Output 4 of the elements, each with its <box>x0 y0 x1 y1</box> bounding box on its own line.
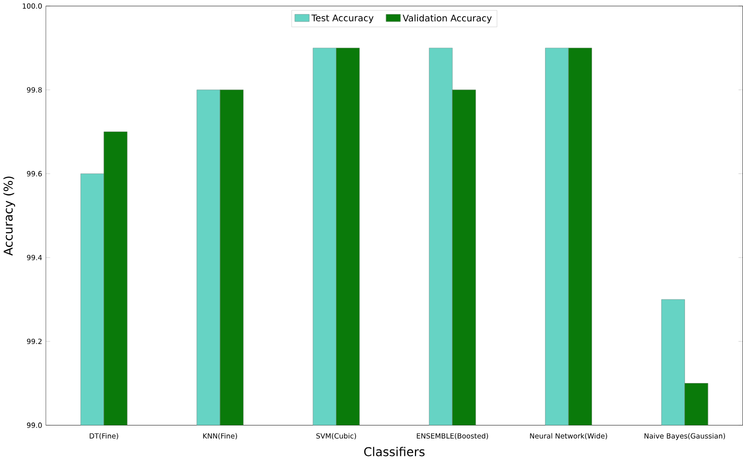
legend-label: Test Accuracy <box>311 14 374 24</box>
y-axis-title: Accuracy (%) <box>3 176 16 256</box>
legend-label: Validation Accuracy <box>402 14 492 24</box>
x-axis-title: Classifiers <box>364 447 425 456</box>
